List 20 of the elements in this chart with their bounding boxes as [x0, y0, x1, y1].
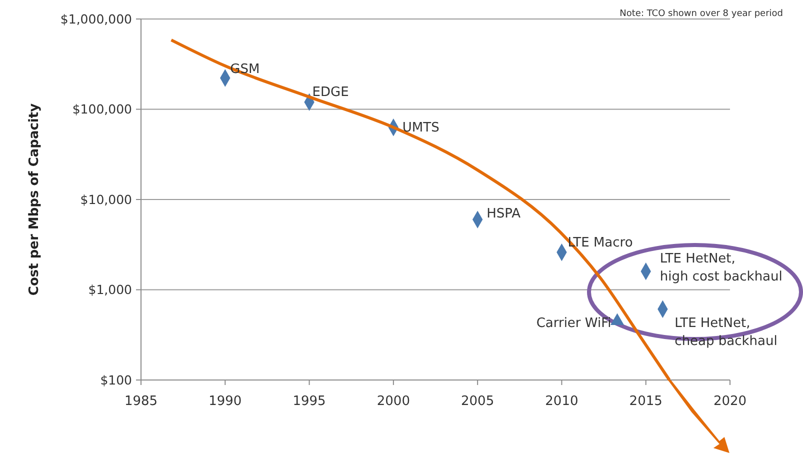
x-tick-label: 2015 — [629, 394, 662, 409]
y-tick-label: $100,000 — [72, 102, 132, 117]
annotation: Note: TCO shown over 8 year period — [620, 9, 783, 19]
x-tick-label: 2000 — [376, 394, 410, 409]
y-tick-label: $1,000,000 — [60, 11, 132, 26]
x-tick-label: 2005 — [461, 394, 494, 409]
y-axis-title: Cost per Mbps of Capacity — [27, 102, 42, 296]
x-tick-label: 2010 — [545, 394, 578, 409]
annotation: EDGE — [312, 85, 349, 100]
x-tick-label: 1990 — [208, 394, 242, 409]
y-tick-label: $1,000 — [88, 282, 132, 298]
x-tick-label: 1985 — [124, 394, 158, 409]
x-tick-label: 1995 — [292, 394, 326, 409]
x-tick-label: 2020 — [713, 394, 747, 409]
annotation: UMTS — [402, 120, 440, 136]
annotation: LTE HetNet, high cost backhaul — [660, 251, 782, 284]
annotation: HSPA — [486, 206, 521, 222]
annotation: Carrier WiFi — [536, 316, 612, 332]
y-tick-label: $100 — [100, 372, 132, 388]
y-tick-label: $10,000 — [80, 192, 132, 207]
